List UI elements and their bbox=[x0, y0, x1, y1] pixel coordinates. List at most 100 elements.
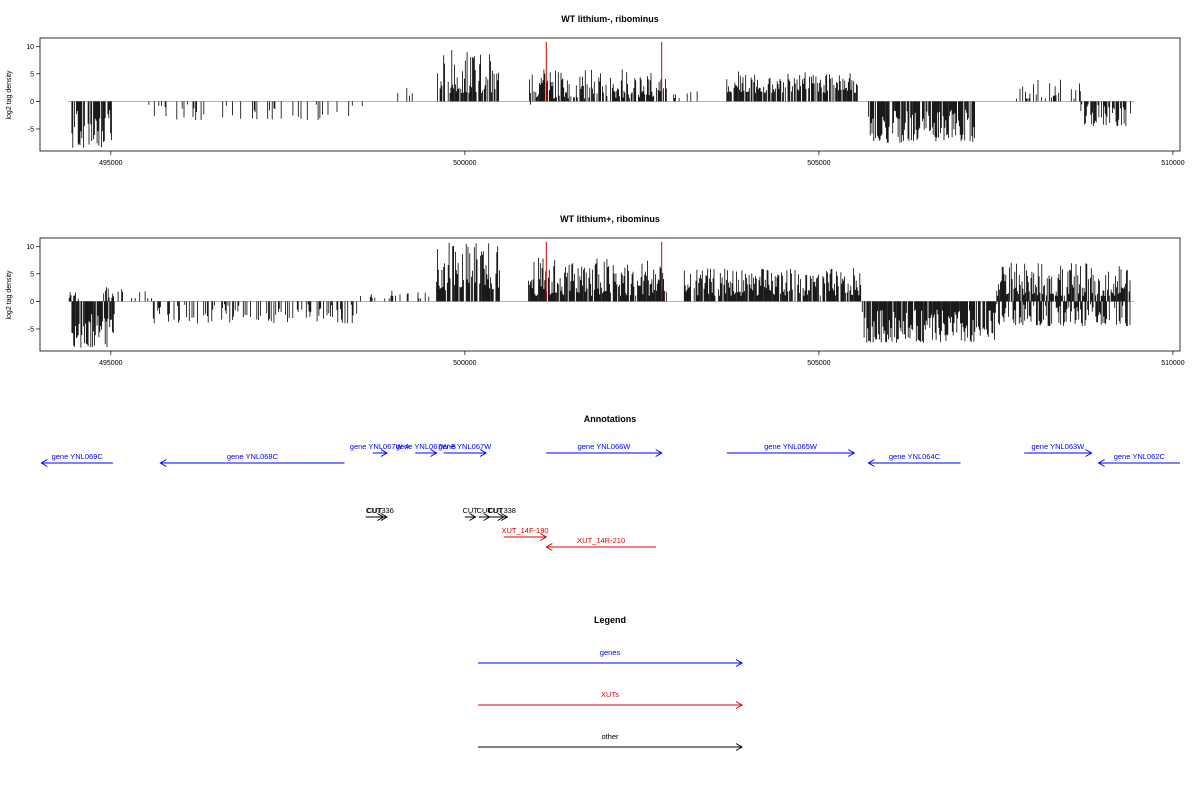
annotation-other: CUT bbox=[462, 506, 478, 521]
annotation-arrow bbox=[464, 513, 477, 521]
x-tick-label: 505000 bbox=[807, 160, 830, 167]
density-bar-segment bbox=[71, 301, 115, 348]
marker-lines bbox=[545, 241, 663, 302]
x-tick-label: 505000 bbox=[807, 360, 830, 367]
legend-arrow bbox=[478, 701, 743, 709]
annotation-label: gene YNL066W bbox=[578, 442, 632, 451]
annotation-label: CUT bbox=[477, 506, 493, 515]
x-tick-label: 500000 bbox=[453, 160, 476, 167]
legend-entry-other: other bbox=[478, 732, 743, 751]
annotation-label: XUT_14F-190 bbox=[501, 526, 548, 535]
y-tick-label: -5 bbox=[28, 326, 34, 333]
density-bar-segment bbox=[68, 292, 79, 302]
y-axis: 10 5 0 -5 bbox=[26, 244, 40, 333]
legend-entry-xut: XUTs bbox=[478, 690, 743, 709]
x-tick-label: 500000 bbox=[453, 360, 476, 367]
x-tick-label: 495000 bbox=[99, 160, 122, 167]
annotation-label: gene YNL064C bbox=[889, 452, 941, 461]
legend-arrow bbox=[478, 659, 743, 667]
density-bar-segment bbox=[528, 257, 667, 302]
track-panel-lithium-plus: WT lithium+, ribominus log2 tag density … bbox=[6, 214, 1185, 367]
annotation-arrow bbox=[443, 449, 488, 457]
panel-title: WT lithium-, ribominus bbox=[561, 14, 659, 24]
density-bar-segment bbox=[861, 301, 996, 343]
annotations-track: Annotations gene YNL069C gene YNL068C gene… bbox=[40, 414, 1180, 551]
density-bar-segment bbox=[437, 50, 499, 102]
density-bar-segment bbox=[673, 91, 698, 102]
annotation-label: CUT bbox=[367, 506, 383, 515]
y-tick-label: 5 bbox=[30, 271, 34, 278]
annotation-gene: gene YNL067W bbox=[438, 442, 492, 457]
annotation-arrow bbox=[372, 449, 388, 457]
y-tick-label: 10 bbox=[26, 244, 34, 251]
y-axis: 10 5 0 -5 bbox=[26, 44, 40, 133]
annotation-gene: gene YNL064C bbox=[867, 452, 961, 467]
y-tick-label: 5 bbox=[30, 71, 34, 78]
annotation-gene: gene YNL062C bbox=[1097, 452, 1180, 467]
annotation-label: gene YNL067W bbox=[438, 442, 492, 451]
annotation-gene: gene YNL068C bbox=[159, 452, 345, 467]
annotation-arrow bbox=[726, 449, 856, 457]
annotation-gene: gene YNL066W bbox=[546, 442, 663, 457]
annotation-label: gene YNL062C bbox=[1114, 452, 1166, 461]
plot-frame bbox=[39, 237, 1181, 352]
legend-label: other bbox=[601, 732, 619, 741]
annotation-arrow bbox=[546, 449, 663, 457]
legend-label: genes bbox=[600, 648, 621, 657]
annotations-title: Annotations bbox=[584, 414, 637, 424]
x-axis: 495000 500000 505000 510000 bbox=[99, 151, 1185, 167]
x-tick-label: 510000 bbox=[1161, 160, 1184, 167]
annotation-arrow bbox=[159, 459, 345, 467]
density-bar-segment bbox=[1016, 79, 1081, 102]
annotation-label: CUT338 bbox=[488, 506, 516, 515]
y-tick-label: 10 bbox=[26, 44, 34, 51]
annotation-gene: gene YNL063W bbox=[1024, 442, 1093, 457]
annotation-arrow bbox=[867, 459, 961, 467]
density-bar-segment bbox=[360, 290, 430, 302]
legend-arrow bbox=[478, 743, 743, 751]
density-bar-segment bbox=[436, 242, 500, 302]
annotation-other: CUT338 bbox=[488, 506, 516, 521]
annotation-label: CUT bbox=[462, 506, 478, 515]
annotation-label: gene YNL069C bbox=[52, 452, 104, 461]
plot-frame bbox=[39, 37, 1181, 152]
density-bar-segment bbox=[1080, 101, 1131, 127]
annotation-arrow bbox=[496, 513, 509, 521]
density-bar-segment bbox=[529, 69, 667, 102]
y-tick-label: 0 bbox=[30, 299, 34, 306]
annotation-features: gene YNL069C gene YNL068C gene YNL067W-A ge… bbox=[40, 442, 1180, 551]
x-axis: 495000 500000 505000 510000 bbox=[99, 351, 1185, 367]
annotation-gene: gene YNL065W bbox=[726, 442, 856, 457]
y-axis-label: log2 tag density bbox=[6, 270, 13, 320]
legend: Legend genes XUTs other bbox=[478, 615, 743, 751]
annotation-arrow bbox=[503, 533, 548, 541]
annotation-arrow bbox=[545, 543, 657, 551]
annotation-label: gene YNL067W-A bbox=[350, 442, 410, 451]
annotation-arrow bbox=[40, 459, 113, 467]
x-tick-label: 510000 bbox=[1161, 360, 1184, 367]
density-bars bbox=[68, 242, 1134, 348]
annotation-other: CUT336 bbox=[366, 506, 394, 521]
density-bars bbox=[68, 50, 1134, 148]
density-bar-segment bbox=[148, 101, 363, 121]
legend-entry-gene: genes bbox=[478, 648, 743, 667]
annotation-arrow bbox=[415, 449, 438, 457]
annotation-arrow bbox=[1024, 449, 1093, 457]
legend-label: XUTs bbox=[601, 690, 619, 699]
y-tick-label: -5 bbox=[28, 126, 34, 133]
density-bar-segment bbox=[71, 101, 112, 148]
y-axis-label: log2 tag density bbox=[6, 70, 13, 120]
legend-entries: genes XUTs other bbox=[478, 648, 743, 751]
marker-lines bbox=[545, 41, 663, 102]
density-bar-segment bbox=[683, 268, 862, 302]
annotation-xut: XUT_14F-190 bbox=[501, 526, 549, 541]
track-panel-lithium-minus: WT lithium-, ribominus log2 tag density … bbox=[6, 14, 1185, 167]
annotation-label: gene YNL068C bbox=[227, 452, 279, 461]
y-tick-label: 0 bbox=[30, 99, 34, 106]
density-bar-segment bbox=[868, 101, 975, 143]
density-bar-segment bbox=[152, 301, 358, 324]
annotation-label: XUT_14R-210 bbox=[577, 536, 625, 545]
density-bar-segment bbox=[996, 301, 1131, 327]
density-bar-segment bbox=[726, 71, 858, 102]
